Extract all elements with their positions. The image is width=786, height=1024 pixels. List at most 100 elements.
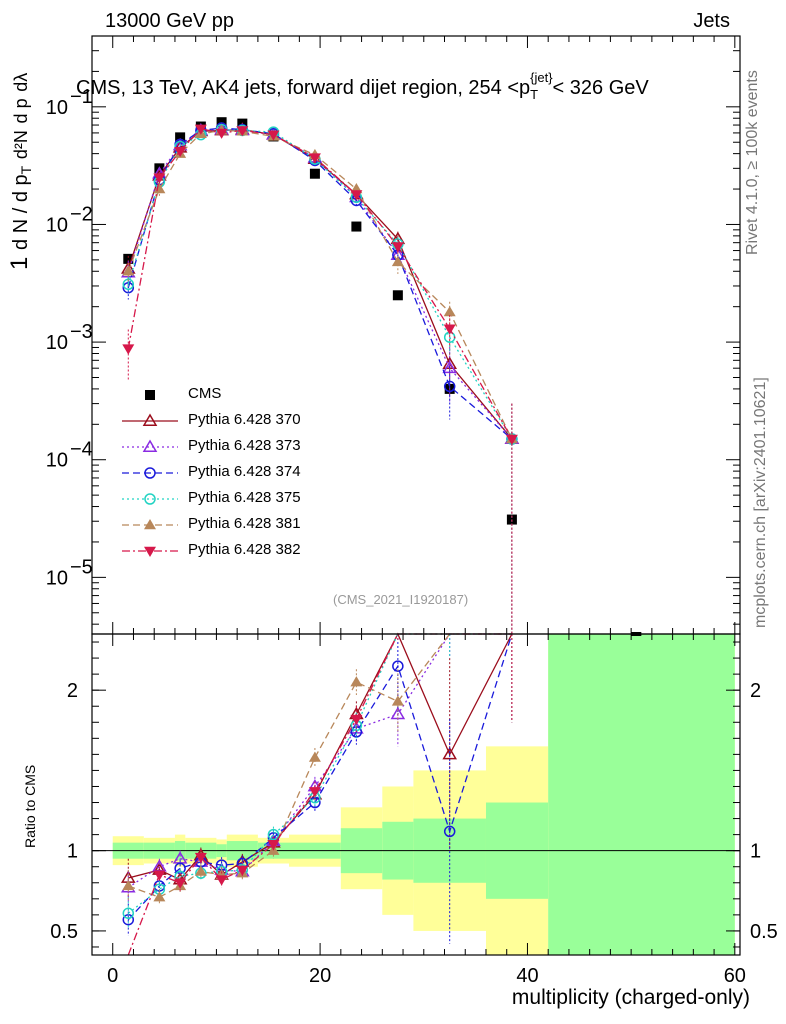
chart-title: CMS, 13 TeV, AK4 jets, forward dijet reg… xyxy=(76,70,649,102)
legend-marker xyxy=(144,467,156,479)
ratio-point-p382 xyxy=(153,870,166,881)
legend-marker xyxy=(144,519,156,530)
cms-point xyxy=(392,290,403,301)
legend-label: Pythia 6.428 373 xyxy=(188,437,301,454)
plot-frames xyxy=(91,35,741,956)
ratio-tick-label-left: 0.5 xyxy=(50,921,78,943)
legend-entry-p375: Pythia 6.428 375 xyxy=(114,486,354,512)
ratio-point-p381 xyxy=(391,695,404,706)
legend-entry-p370: Pythia 6.428 370 xyxy=(114,408,354,434)
y-axis-label: 1 d N / d pT d²N d p dλ xyxy=(6,73,34,270)
y-tick-label: 10 xyxy=(46,450,68,472)
series-p382 xyxy=(122,124,518,634)
analysis-reference: (CMS_2021_I1920187) xyxy=(333,592,469,607)
legend-swatch xyxy=(145,390,155,400)
rivet-version-label: Rivet 4.1.0, ≥ 100k events xyxy=(744,70,761,255)
ylabel-lambda: dλ xyxy=(11,72,31,92)
x-tick-label: 0 xyxy=(107,965,118,987)
ratio-point-p375 xyxy=(122,907,135,920)
ylabel-num: d²N xyxy=(11,130,31,160)
ratio-point-p381 xyxy=(194,865,207,876)
ylabel-den: d N / d p xyxy=(10,174,32,250)
cms-point xyxy=(351,221,362,232)
y-tick-label: 10 xyxy=(46,97,68,119)
point-p382 xyxy=(267,130,280,141)
ratio-tick-label-right: 2 xyxy=(750,680,761,702)
ratio-point-p382 xyxy=(350,714,363,726)
legend-entry-p374: Pythia 6.428 374 xyxy=(114,460,354,486)
point-p381 xyxy=(443,306,456,317)
line-p381 xyxy=(127,129,513,440)
x-tick-label: 20 xyxy=(309,965,331,987)
point-p382 xyxy=(308,153,321,164)
stat-band-bin xyxy=(548,634,735,955)
ratio-point-p381 xyxy=(153,891,166,902)
point-p381 xyxy=(122,265,135,276)
y-tick-label: 10 xyxy=(46,214,68,236)
legend-swatch xyxy=(122,493,178,505)
mc-curves xyxy=(120,117,642,636)
legend-entry-p382: Pythia 6.428 382 xyxy=(114,538,354,564)
ratio-point-p381 xyxy=(350,676,363,687)
legend-label: Pythia 6.428 375 xyxy=(188,489,301,506)
point-p382 xyxy=(350,190,363,201)
ratio-line-p370 xyxy=(128,632,513,881)
x-tick-label: 40 xyxy=(516,965,538,987)
point-p382 xyxy=(391,242,404,253)
ratio-series-p382 xyxy=(127,633,513,956)
ratio-point-p382 xyxy=(174,878,187,889)
ratio-point-p381 xyxy=(308,751,321,762)
ratio-point-p374 xyxy=(443,825,456,838)
legend-label: CMS xyxy=(188,385,222,402)
ratio-line-p382 xyxy=(127,633,512,956)
legend-swatch xyxy=(122,439,178,452)
header-category: Jets xyxy=(693,10,730,32)
point-p382 xyxy=(443,324,456,335)
line-p382 xyxy=(127,128,513,440)
ratio-tick-label-left: 1 xyxy=(67,841,78,863)
legend-swatch xyxy=(122,546,178,557)
ratio-uncertainty-bands xyxy=(112,634,735,955)
legend-label: Pythia 6.428 381 xyxy=(188,515,301,532)
point-p382 xyxy=(194,124,207,135)
ylabel-den-sub: T xyxy=(18,165,34,175)
cms-point xyxy=(506,514,517,525)
point-p382 xyxy=(174,146,187,158)
legend-entry-p373: Pythia 6.428 373 xyxy=(114,434,354,460)
legend-marker xyxy=(145,390,155,400)
ratio-line-p381 xyxy=(128,633,512,898)
ratio-point-p382 xyxy=(236,865,249,876)
header-process: 13000 GeV pp xyxy=(105,10,234,32)
point-p382 xyxy=(236,126,249,137)
ratio-tick-label-right: 0.5 xyxy=(750,921,778,943)
title-sub: T xyxy=(530,87,539,102)
title-main: CMS, 13 TeV, AK4 jets, forward dijet reg… xyxy=(76,77,531,99)
legend-label: Pythia 6.428 374 xyxy=(188,463,301,480)
point-p382 xyxy=(505,434,518,446)
legend-entry-cms: CMS xyxy=(114,382,354,408)
y-tick-exponent: −3 xyxy=(70,321,93,343)
cms-point xyxy=(123,253,134,264)
ratio-point-p382 xyxy=(194,852,207,864)
ratio-point-p375 xyxy=(267,828,280,841)
point-p382 xyxy=(153,173,166,184)
legend-swatch xyxy=(122,413,178,426)
legend-label: Pythia 6.428 382 xyxy=(188,541,301,558)
legend-swatch xyxy=(122,519,178,530)
ratio-frame xyxy=(91,633,741,956)
y-tick-exponent: −1 xyxy=(70,86,93,108)
y-tick-label: 10 xyxy=(46,567,68,589)
ylabel-den2: d p xyxy=(11,98,31,124)
x-axis-label: multiplicity (charged-only) xyxy=(511,986,750,1009)
y-tick-label: 10 xyxy=(46,332,68,354)
legend-swatch xyxy=(122,467,178,479)
cms-point xyxy=(309,168,320,179)
legend-marker xyxy=(144,493,156,505)
ratio-point-p382 xyxy=(215,875,228,886)
ratio-point-p382 xyxy=(308,787,321,798)
ratio-point-p370 xyxy=(442,746,458,760)
title-tail: < 326 GeV xyxy=(552,77,649,99)
ratio-point-p381 xyxy=(122,879,135,891)
